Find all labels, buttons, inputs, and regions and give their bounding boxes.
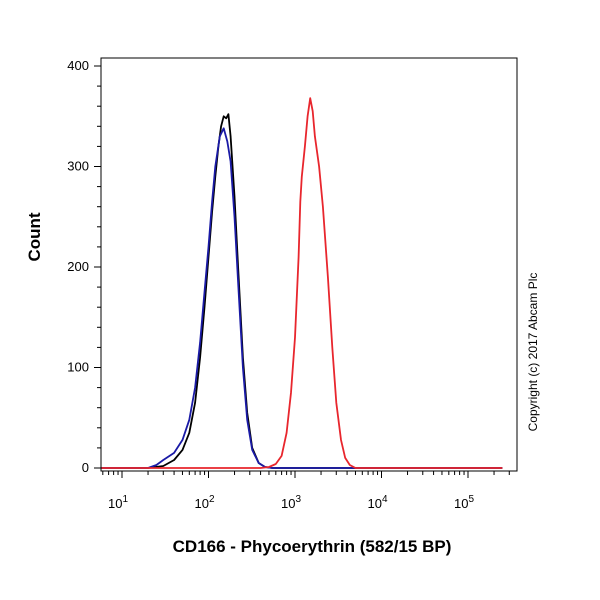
y-tick-label-2: 100 xyxy=(67,360,89,375)
y-axis-title: Count xyxy=(25,212,44,261)
x-tick-label-5: 105 xyxy=(454,494,474,511)
y-tick-label-4: 300 xyxy=(67,159,89,174)
x-axis-title: CD166 - Phycoerythrin (582/15 BP) xyxy=(173,537,452,556)
copyright-text: Copyright (c) 2017 Abcam Plc xyxy=(526,273,540,432)
series-line-2 xyxy=(101,127,503,469)
y-tick-label-1: 0 xyxy=(82,460,89,475)
x-tick-label-4: 104 xyxy=(367,494,387,511)
series-line-3 xyxy=(101,97,503,469)
plot-frame xyxy=(100,57,518,472)
y-axis: 0 100 200 300 400 xyxy=(67,58,101,475)
y-tick-label-5: 400 xyxy=(67,58,89,73)
x-tick-label-1: 101 xyxy=(108,494,128,511)
x-tick-label-3: 103 xyxy=(281,494,301,511)
y-tick-label-3: 200 xyxy=(67,259,89,274)
series-layer xyxy=(101,97,503,469)
x-tick-label-2: 102 xyxy=(194,494,214,511)
x-axis: 101 102 103 104 105 xyxy=(102,471,510,511)
